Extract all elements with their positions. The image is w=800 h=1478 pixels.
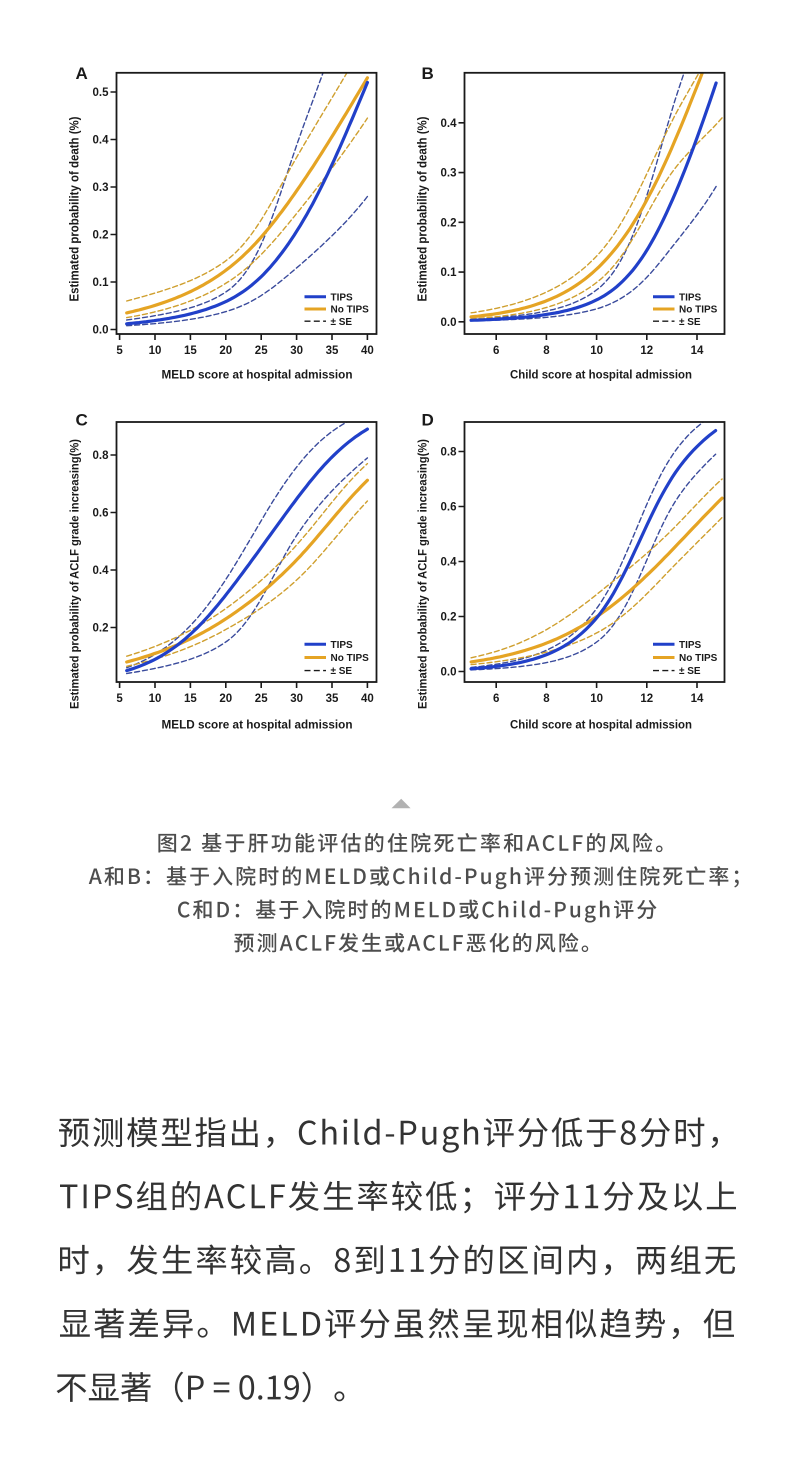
svg-text:No TIPS: No TIPS — [331, 653, 370, 664]
svg-text:6: 6 — [493, 345, 499, 357]
svg-text:0.6: 0.6 — [441, 502, 457, 514]
svg-text:20: 20 — [219, 345, 232, 357]
svg-text:TIPS: TIPS — [331, 640, 354, 651]
svg-text:30: 30 — [290, 345, 303, 357]
svg-text:C: C — [76, 411, 88, 430]
svg-text:No TIPS: No TIPS — [679, 653, 718, 664]
svg-text:0.0: 0.0 — [441, 667, 457, 679]
svg-text:25: 25 — [255, 693, 268, 705]
svg-text:0.4: 0.4 — [441, 557, 458, 569]
svg-text:5: 5 — [116, 693, 123, 705]
svg-text:10: 10 — [590, 345, 603, 357]
svg-text:± SE: ± SE — [679, 666, 701, 677]
svg-text:Estimated probability of death: Estimated probability of death (%) — [68, 117, 82, 302]
svg-text:0.4: 0.4 — [93, 565, 110, 577]
svg-text:Estimated probability of ACLF: Estimated probability of ACLF grade incr… — [68, 439, 82, 709]
svg-text:TIPS: TIPS — [679, 292, 702, 303]
svg-text:B: B — [422, 64, 434, 83]
svg-text:10: 10 — [149, 345, 162, 357]
svg-text:± SE: ± SE — [331, 666, 353, 677]
svg-text:0.6: 0.6 — [93, 508, 109, 520]
svg-text:Child score at hospital admiss: Child score at hospital admission — [510, 368, 692, 382]
svg-text:0.1: 0.1 — [441, 267, 458, 279]
svg-text:30: 30 — [290, 693, 303, 705]
svg-text:10: 10 — [590, 693, 603, 705]
svg-text:No TIPS: No TIPS — [679, 305, 718, 316]
svg-text:Estimated probability of death: Estimated probability of death (%) — [416, 117, 430, 302]
svg-text:Child score at hospital admiss: Child score at hospital admission — [510, 718, 692, 732]
svg-text:40: 40 — [361, 693, 374, 705]
svg-text:0.4: 0.4 — [93, 135, 110, 147]
svg-text:8: 8 — [543, 345, 550, 357]
svg-text:0.4: 0.4 — [441, 118, 458, 130]
svg-text:0.8: 0.8 — [441, 447, 458, 459]
svg-text:MELD score at hospital admissi: MELD score at hospital admission — [162, 368, 353, 382]
svg-text:0.1: 0.1 — [93, 277, 110, 289]
svg-text:40: 40 — [361, 345, 374, 357]
svg-text:8: 8 — [543, 693, 550, 705]
svg-text:15: 15 — [184, 345, 197, 357]
svg-text:± SE: ± SE — [679, 317, 701, 328]
svg-text:MELD score at hospital admissi: MELD score at hospital admission — [162, 718, 353, 732]
svg-text:25: 25 — [255, 345, 268, 357]
svg-text:12: 12 — [640, 345, 653, 357]
svg-text:A: A — [76, 64, 88, 83]
svg-text:0.0: 0.0 — [93, 325, 109, 337]
svg-text:No TIPS: No TIPS — [331, 305, 370, 316]
svg-text:6: 6 — [493, 693, 499, 705]
svg-text:12: 12 — [640, 693, 653, 705]
svg-text:Estimated probability of ACLF: Estimated probability of ACLF grade incr… — [416, 439, 430, 709]
svg-text:35: 35 — [326, 345, 339, 357]
svg-text:35: 35 — [326, 693, 339, 705]
svg-text:0.0: 0.0 — [441, 317, 457, 329]
svg-text:0.2: 0.2 — [93, 230, 109, 242]
svg-text:20: 20 — [219, 693, 232, 705]
svg-text:15: 15 — [184, 693, 197, 705]
svg-text:0.2: 0.2 — [441, 217, 457, 229]
svg-text:D: D — [422, 411, 434, 430]
svg-text:0.3: 0.3 — [93, 182, 109, 194]
svg-text:0.3: 0.3 — [441, 168, 457, 180]
svg-text:14: 14 — [691, 693, 704, 705]
svg-text:10: 10 — [149, 693, 162, 705]
svg-text:0.2: 0.2 — [93, 623, 109, 635]
svg-text:TIPS: TIPS — [679, 640, 702, 651]
svg-text:TIPS: TIPS — [331, 292, 354, 303]
svg-text:± SE: ± SE — [331, 317, 353, 328]
svg-text:0.8: 0.8 — [93, 450, 110, 462]
svg-text:5: 5 — [116, 345, 123, 357]
svg-text:0.2: 0.2 — [441, 612, 457, 624]
svg-text:0.5: 0.5 — [93, 87, 110, 99]
svg-text:14: 14 — [691, 345, 704, 357]
